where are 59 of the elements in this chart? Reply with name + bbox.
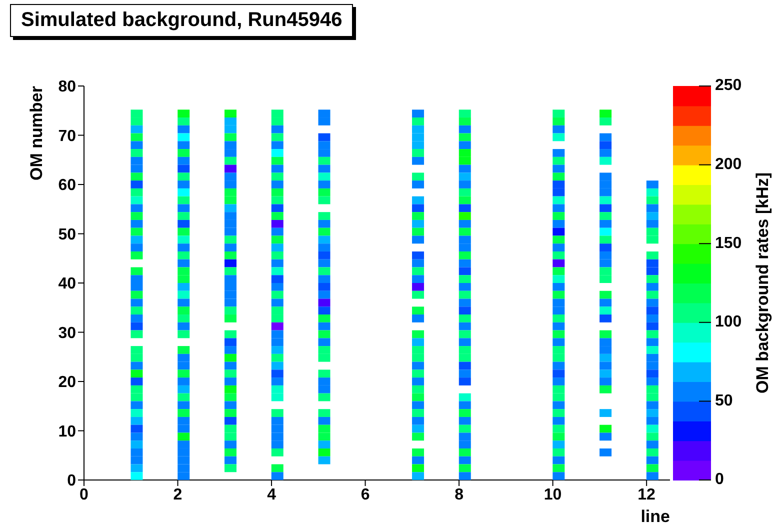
x-tick-label: 4 bbox=[267, 486, 276, 504]
point bbox=[224, 259, 236, 268]
y-tick-label: 80 bbox=[58, 78, 76, 96]
chart-title: Simulated background, Run45946 bbox=[10, 4, 354, 37]
point bbox=[224, 416, 236, 425]
y-tick-label: 70 bbox=[58, 128, 76, 145]
point bbox=[224, 432, 236, 441]
point bbox=[224, 448, 236, 456]
y-tick-label: 60 bbox=[58, 177, 76, 194]
point bbox=[224, 141, 236, 150]
point bbox=[224, 164, 236, 173]
point bbox=[224, 362, 236, 370]
point bbox=[224, 385, 236, 394]
point bbox=[224, 338, 236, 346]
color-bar-label: 150 bbox=[715, 234, 742, 252]
point bbox=[224, 220, 236, 228]
point bbox=[224, 354, 236, 362]
color-bar-label: 250 bbox=[715, 77, 742, 94]
color-bar-title: OM background rates [kHz] bbox=[753, 172, 772, 394]
point bbox=[224, 306, 236, 315]
point bbox=[224, 156, 236, 165]
x-tick-label: 0 bbox=[80, 486, 89, 504]
point bbox=[224, 393, 236, 402]
y-axis-title: OM number bbox=[27, 86, 46, 180]
point bbox=[224, 251, 236, 260]
color-bar-label: 100 bbox=[715, 314, 742, 331]
point bbox=[224, 424, 236, 433]
point bbox=[224, 456, 236, 464]
point bbox=[224, 188, 236, 196]
point bbox=[224, 228, 236, 236]
point bbox=[224, 401, 236, 410]
point bbox=[224, 110, 236, 118]
y-tick-label: 50 bbox=[58, 226, 76, 244]
point bbox=[224, 370, 236, 378]
color-bar-label: 0 bbox=[715, 471, 724, 488]
point bbox=[224, 236, 236, 244]
y-tick-label: 0 bbox=[67, 472, 76, 490]
point bbox=[224, 464, 236, 472]
point bbox=[224, 290, 236, 299]
x-axis-title: line bbox=[640, 507, 670, 526]
color-bar-label: 50 bbox=[715, 392, 733, 410]
y-tick-label: 40 bbox=[58, 276, 76, 293]
point bbox=[224, 125, 236, 134]
point bbox=[224, 330, 236, 338]
color-bar-label: 200 bbox=[715, 156, 742, 174]
x-tick-label: 12 bbox=[638, 486, 656, 504]
point bbox=[224, 172, 236, 181]
x-tick-label: 6 bbox=[360, 486, 370, 504]
y-tick-label: 10 bbox=[58, 423, 76, 440]
point bbox=[224, 133, 236, 142]
x-tick-label: 10 bbox=[544, 486, 562, 504]
point bbox=[224, 267, 236, 276]
x-tick-label: 8 bbox=[454, 486, 464, 504]
point bbox=[224, 196, 236, 204]
y-tick-label: 20 bbox=[58, 374, 76, 392]
point bbox=[224, 204, 236, 212]
y-tick-label: 30 bbox=[58, 324, 76, 342]
point bbox=[224, 298, 236, 307]
x-tick-label: 2 bbox=[173, 486, 182, 504]
